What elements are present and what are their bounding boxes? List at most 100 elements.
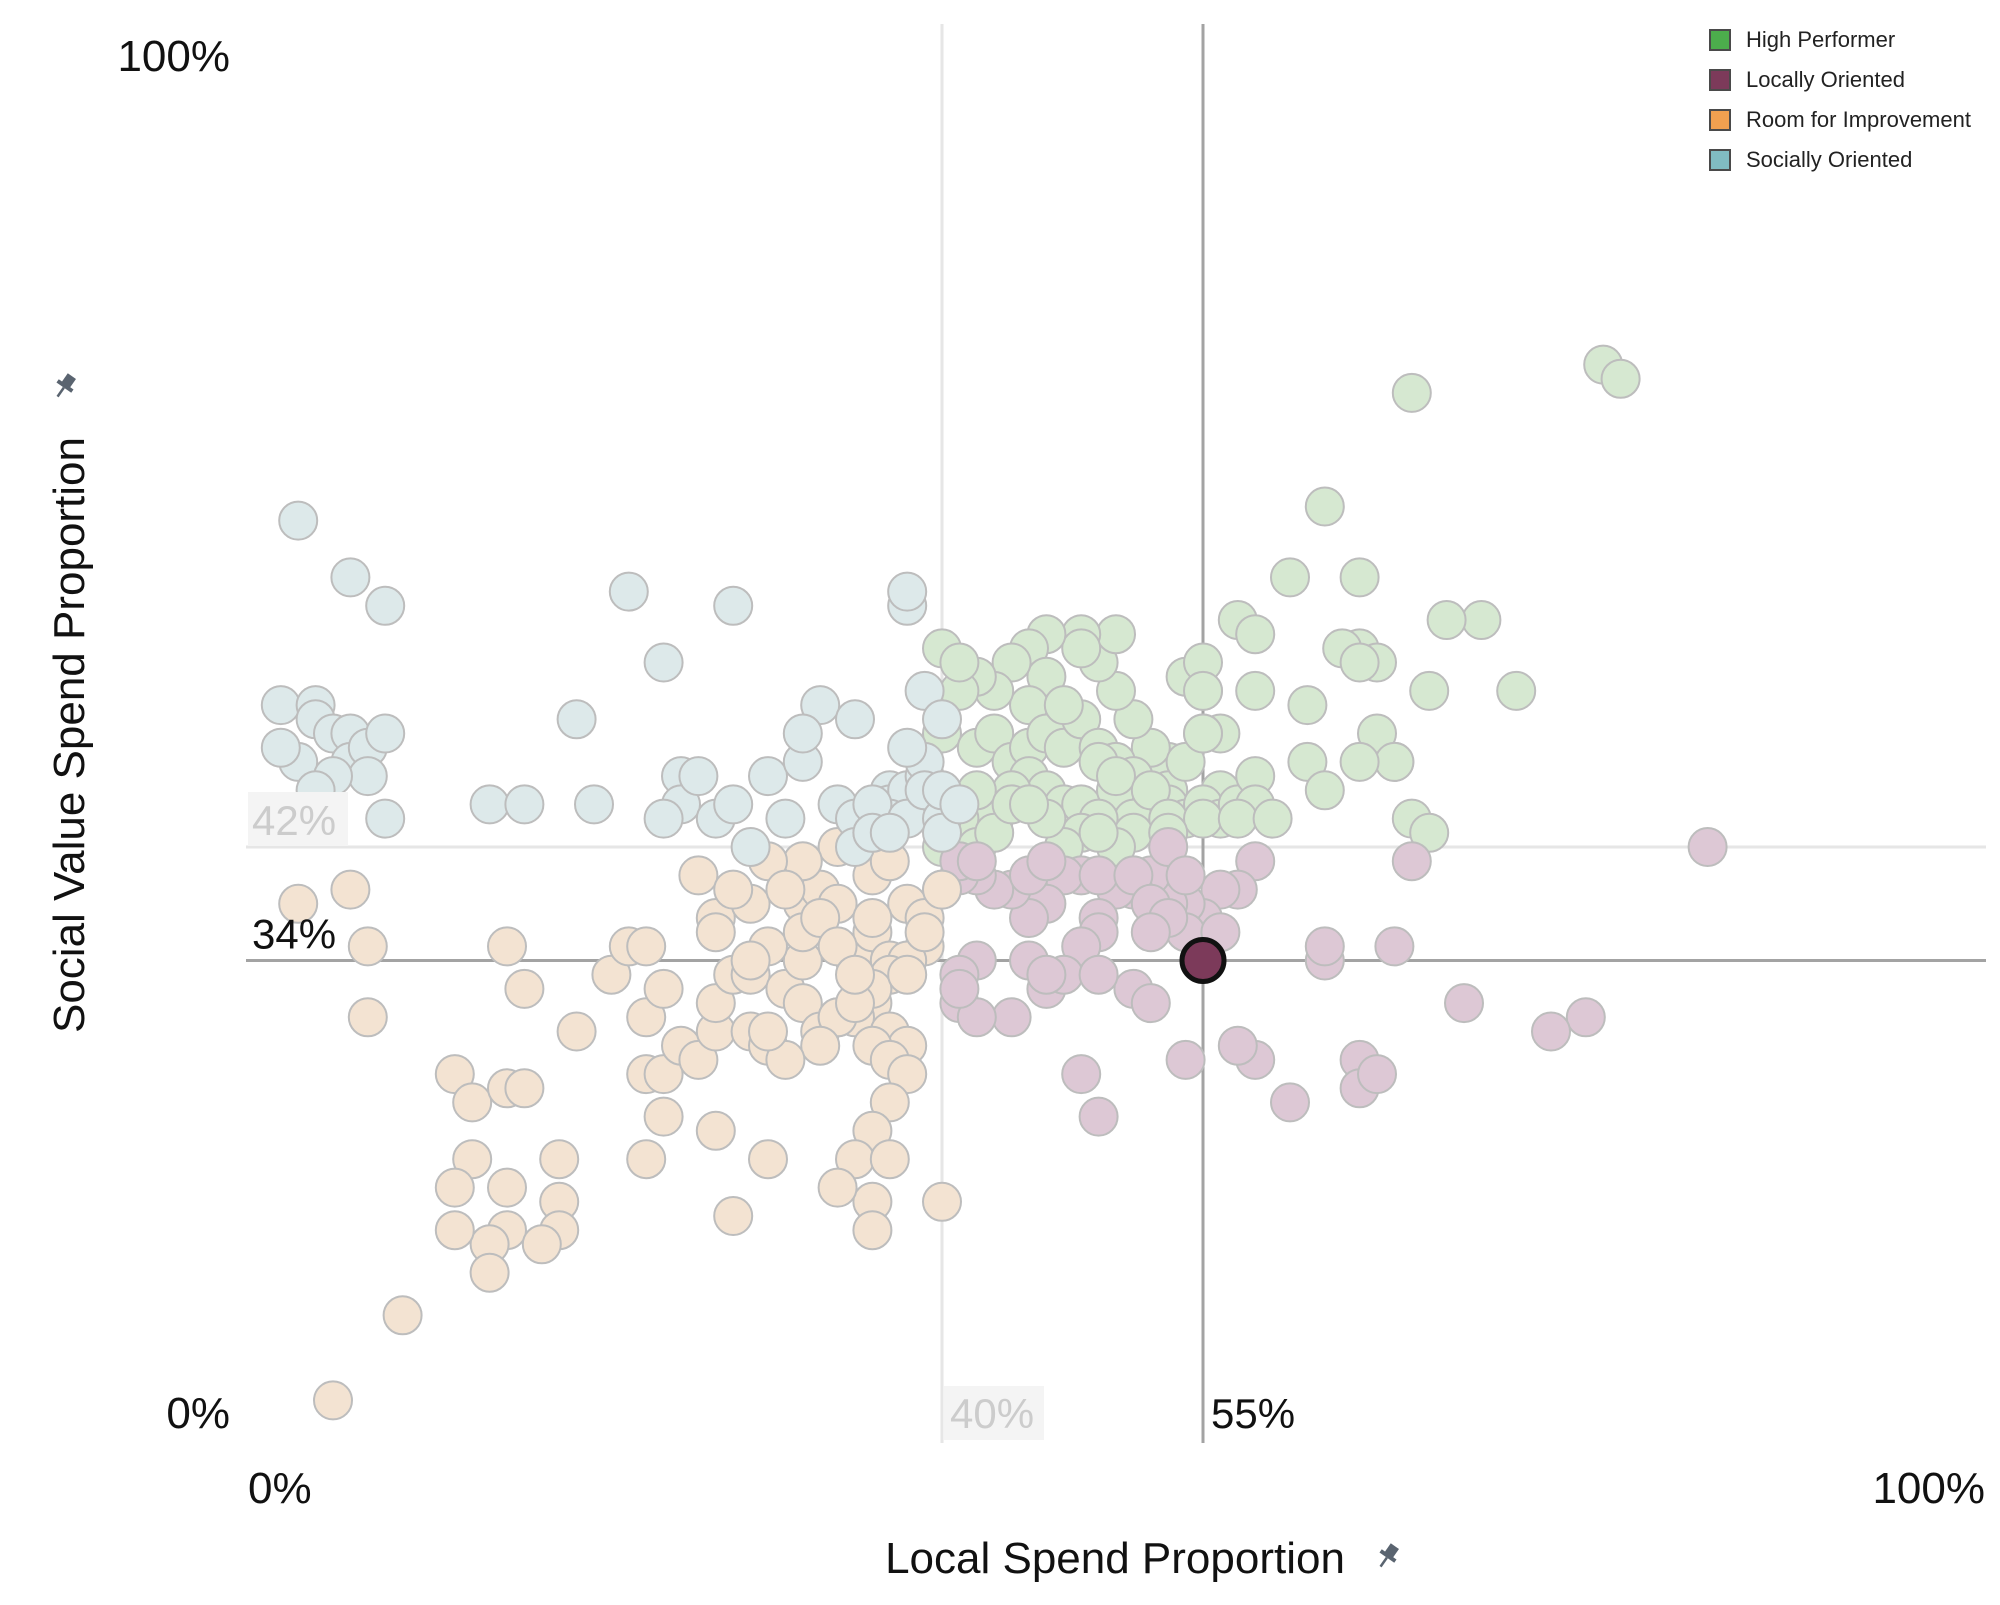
data-point-socially-oriented-23[interactable] [643, 642, 684, 683]
data-point-room-for-improvement-97[interactable] [730, 940, 771, 981]
data-point-room-for-improvement-23[interactable] [556, 1011, 597, 1052]
data-point-room-for-improvement-19[interactable] [434, 1210, 475, 1251]
data-point-socially-oriented-26[interactable] [678, 756, 719, 797]
data-point-room-for-improvement-18[interactable] [521, 1224, 562, 1265]
data-point-room-for-improvement-5[interactable] [504, 968, 545, 1009]
data-point-room-for-improvement-20[interactable] [469, 1252, 510, 1293]
data-point-high-performer-6[interactable] [1270, 557, 1310, 598]
data-point-locally-oriented-46[interactable] [1444, 983, 1484, 1024]
data-point-room-for-improvement-30[interactable] [643, 1096, 684, 1137]
data-point-high-performer-4[interactable] [1304, 486, 1345, 527]
data-point-locally-oriented-39[interactable] [1078, 954, 1119, 995]
data-point-room-for-improvement-22[interactable] [313, 1380, 353, 1421]
data-point-room-for-improvement-83[interactable] [713, 1196, 754, 1236]
data-point-locally-oriented-44[interactable] [1304, 926, 1345, 967]
data-point-socially-oriented-61[interactable] [869, 812, 910, 853]
data-point-socially-oriented-53[interactable] [887, 727, 928, 768]
data-point-high-performer-89[interactable] [1009, 784, 1049, 825]
data-point-high-performer-21[interactable] [1183, 670, 1223, 711]
data-point-room-for-improvement-82[interactable] [695, 1110, 736, 1151]
data-point-socially-oriented-22[interactable] [608, 571, 649, 612]
data-point-room-for-improvement-1[interactable] [330, 869, 371, 910]
data-point-locally-oriented-63[interactable] [1130, 912, 1171, 953]
data-point-locally-oriented-0[interactable] [1687, 827, 1728, 867]
data-point-room-for-improvement-80[interactable] [817, 1167, 858, 1208]
data-point-locally-oriented-52[interactable] [1357, 1054, 1397, 1095]
data-point-high-performer-90[interactable] [1096, 756, 1136, 797]
data-point-socially-oriented-20[interactable] [556, 699, 597, 740]
data-point-socially-oriented-31[interactable] [713, 585, 754, 626]
data-point-high-performer-32[interactable] [1096, 614, 1136, 655]
data-point-socially-oriented-36[interactable] [782, 713, 823, 754]
data-point-room-for-improvement-96[interactable] [713, 869, 754, 910]
data-point-socially-oriented-30[interactable] [730, 827, 771, 867]
data-point-room-for-improvement-99[interactable] [922, 1181, 962, 1222]
data-point-high-performer-34[interactable] [1061, 628, 1102, 669]
data-point-locally-oriented-22[interactable] [956, 841, 997, 882]
data-point-socially-oriented-0[interactable] [278, 500, 319, 541]
data-point-room-for-improvement-28[interactable] [643, 968, 684, 1009]
data-point-room-for-improvement-53[interactable] [800, 1025, 841, 1066]
data-point-socially-oriented-28[interactable] [643, 798, 684, 839]
legend-item-room-for-improvement[interactable]: Room for Improvement [1709, 100, 1971, 140]
data-point-room-for-improvement-26[interactable] [626, 926, 667, 967]
data-point-socially-oriented-17[interactable] [260, 727, 301, 768]
data-point-room-for-improvement-37[interactable] [678, 855, 719, 896]
data-point-socially-oriented-59[interactable] [939, 784, 980, 825]
data-point-socially-oriented-32[interactable] [748, 756, 788, 797]
data-point-socially-oriented-21[interactable] [574, 784, 614, 825]
data-point-room-for-improvement-89[interactable] [765, 869, 806, 910]
y-axis-pin-icon[interactable] [50, 371, 79, 402]
data-point-room-for-improvement-78[interactable] [869, 1139, 910, 1180]
data-point-socially-oriented-16[interactable] [365, 798, 406, 839]
data-point-socially-oriented-29[interactable] [713, 784, 754, 825]
legend-item-high-performer[interactable]: High Performer [1709, 20, 1971, 60]
data-point-room-for-improvement-7[interactable] [452, 1082, 493, 1123]
legend-item-socially-oriented[interactable]: Socially Oriented [1709, 140, 1971, 180]
data-point-high-performer-11[interactable] [1339, 642, 1380, 683]
data-point-high-performer-9[interactable] [1287, 685, 1328, 726]
data-point-room-for-improvement-10[interactable] [539, 1139, 580, 1180]
data-point-socially-oriented-12[interactable] [365, 713, 406, 754]
data-point-high-performer-5[interactable] [1339, 557, 1380, 598]
data-point-socially-oriented-3[interactable] [260, 685, 301, 726]
data-point-room-for-improvement-4[interactable] [487, 926, 527, 967]
data-point-socially-oriented-55[interactable] [922, 699, 962, 740]
data-point-socially-oriented-19[interactable] [504, 784, 545, 825]
data-point-high-performer-1[interactable] [1600, 358, 1641, 399]
data-point-high-performer-100[interactable] [1339, 741, 1380, 782]
data-point-locally-oriented-24[interactable] [1026, 841, 1067, 882]
data-point-high-performer-12[interactable] [1409, 670, 1450, 711]
data-point-high-performer-96[interactable] [1183, 798, 1223, 839]
data-point-high-performer-93[interactable] [1183, 713, 1223, 754]
data-point-high-performer-67[interactable] [1374, 741, 1415, 782]
data-point-socially-oriented-57[interactable] [887, 571, 928, 612]
data-point-room-for-improvement-9[interactable] [504, 1068, 545, 1109]
data-point-room-for-improvement-0[interactable] [278, 883, 319, 924]
data-point-high-performer-2[interactable] [1391, 372, 1432, 413]
data-point-high-performer-99[interactable] [1078, 812, 1119, 853]
data-point-locally-oriented-54[interactable] [1270, 1082, 1310, 1123]
data-point-high-performer-18[interactable] [1235, 614, 1276, 655]
data-point-socially-oriented-38[interactable] [835, 699, 875, 740]
data-point-locally-oriented-62[interactable] [1026, 954, 1067, 995]
data-point-room-for-improvement-100[interactable] [852, 1210, 893, 1251]
data-point-room-for-improvement-21[interactable] [382, 1295, 423, 1336]
data-point-locally-oriented-56[interactable] [1061, 1054, 1102, 1095]
data-point-locally-oriented-48[interactable] [1531, 1011, 1571, 1052]
data-point-socially-oriented-2[interactable] [365, 585, 406, 626]
data-point-room-for-improvement-93[interactable] [835, 954, 875, 995]
legend-item-locally-oriented[interactable]: Locally Oriented [1709, 60, 1971, 100]
data-point-room-for-improvement-2[interactable] [347, 926, 388, 967]
data-point-room-for-improvement-12[interactable] [487, 1167, 527, 1208]
data-point-high-performer-7[interactable] [1461, 600, 1502, 640]
data-point-locally-oriented-57[interactable] [1078, 1096, 1119, 1137]
data-point-high-performer-53[interactable] [1043, 685, 1084, 726]
data-point-socially-oriented-33[interactable] [765, 798, 806, 839]
data-point-locally-oriented-25[interactable] [1078, 855, 1119, 896]
data-point-room-for-improvement-84[interactable] [626, 1139, 667, 1180]
data-point-locally-oriented-58[interactable] [991, 997, 1032, 1038]
data-point-room-for-improvement-98[interactable] [887, 954, 928, 995]
data-point-room-for-improvement-95[interactable] [695, 912, 736, 953]
data-point-high-performer-44[interactable] [939, 642, 980, 683]
